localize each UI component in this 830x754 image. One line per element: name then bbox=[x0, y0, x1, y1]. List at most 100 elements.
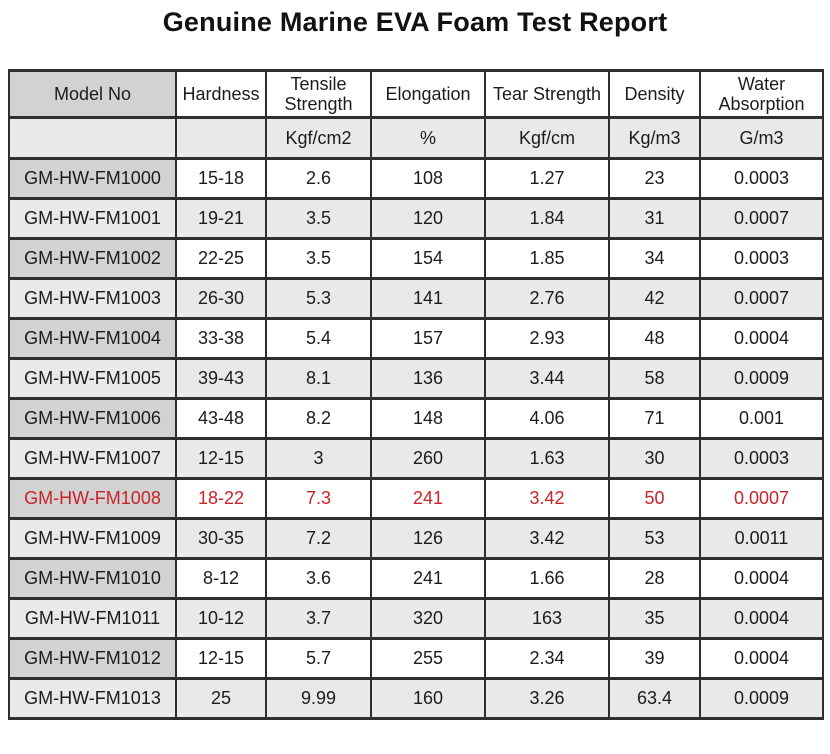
cell-hardness: 26-30 bbox=[175, 277, 267, 320]
cell-tensile-strength: 3 bbox=[265, 437, 372, 480]
cell-hardness: 15-18 bbox=[175, 157, 267, 200]
table-row: GM-HW-FM1009 30-35 7.2 126 3.42 53 0.0011 bbox=[8, 517, 824, 560]
cell-tensile-strength: 2.6 bbox=[265, 157, 372, 200]
cell-model-no: GM-HW-FM1012 bbox=[8, 637, 177, 680]
cell-water-absorption: 0.0003 bbox=[699, 437, 824, 480]
unit-tensile-strength: Kgf/cm2 bbox=[265, 116, 372, 160]
cell-water-absorption: 0.0007 bbox=[699, 477, 824, 520]
cell-tear-strength: 1.84 bbox=[484, 197, 610, 240]
table-row: GM-HW-FM1013 25 9.99 160 3.26 63.4 0.0009 bbox=[8, 677, 824, 720]
cell-tear-strength: 1.27 bbox=[484, 157, 610, 200]
cell-tensile-strength: 5.4 bbox=[265, 317, 372, 360]
cell-density: 35 bbox=[608, 597, 701, 640]
unit-model-no bbox=[8, 116, 177, 160]
cell-water-absorption: 0.0003 bbox=[699, 237, 824, 280]
col-header-density: Density bbox=[608, 69, 701, 119]
cell-density: 34 bbox=[608, 237, 701, 280]
table-row: GM-HW-FM1007 12-15 3 260 1.63 30 0.0003 bbox=[8, 437, 824, 480]
cell-tensile-strength: 7.3 bbox=[265, 477, 372, 520]
cell-density: 50 bbox=[608, 477, 701, 520]
test-report-table: Model No Hardness Tensile Strength Elong… bbox=[8, 69, 824, 720]
cell-elongation: 126 bbox=[370, 517, 486, 560]
cell-elongation: 160 bbox=[370, 677, 486, 720]
cell-hardness: 10-12 bbox=[175, 597, 267, 640]
col-header-model-no: Model No bbox=[8, 69, 177, 119]
col-header-elongation: Elongation bbox=[370, 69, 486, 119]
col-header-water-absorption: Water Absorption bbox=[699, 69, 824, 119]
cell-tear-strength: 1.63 bbox=[484, 437, 610, 480]
cell-hardness: 39-43 bbox=[175, 357, 267, 400]
table-row: GM-HW-FM1000 15-18 2.6 108 1.27 23 0.0003 bbox=[8, 157, 824, 200]
cell-water-absorption: 0.0004 bbox=[699, 317, 824, 360]
header-row: Model No Hardness Tensile Strength Elong… bbox=[8, 69, 824, 119]
cell-density: 39 bbox=[608, 637, 701, 680]
cell-tear-strength: 4.06 bbox=[484, 397, 610, 440]
cell-water-absorption: 0.0004 bbox=[699, 637, 824, 680]
cell-tensile-strength: 5.7 bbox=[265, 637, 372, 680]
cell-water-absorption: 0.0009 bbox=[699, 357, 824, 400]
col-header-hardness: Hardness bbox=[175, 69, 267, 119]
cell-density: 71 bbox=[608, 397, 701, 440]
cell-elongation: 120 bbox=[370, 197, 486, 240]
cell-density: 58 bbox=[608, 357, 701, 400]
cell-elongation: 255 bbox=[370, 637, 486, 680]
cell-tensile-strength: 8.2 bbox=[265, 397, 372, 440]
table-row: GM-HW-FM1001 19-21 3.5 120 1.84 31 0.0007 bbox=[8, 197, 824, 240]
cell-model-no: GM-HW-FM1003 bbox=[8, 277, 177, 320]
cell-water-absorption: 0.0011 bbox=[699, 517, 824, 560]
cell-density: 48 bbox=[608, 317, 701, 360]
cell-tensile-strength: 5.3 bbox=[265, 277, 372, 320]
cell-density: 31 bbox=[608, 197, 701, 240]
cell-hardness: 30-35 bbox=[175, 517, 267, 560]
cell-model-no: GM-HW-FM1011 bbox=[8, 597, 177, 640]
cell-water-absorption: 0.0007 bbox=[699, 197, 824, 240]
cell-model-no: GM-HW-FM1009 bbox=[8, 517, 177, 560]
cell-water-absorption: 0.0003 bbox=[699, 157, 824, 200]
unit-water-absorption: G/m3 bbox=[699, 116, 824, 160]
cell-density: 23 bbox=[608, 157, 701, 200]
cell-elongation: 157 bbox=[370, 317, 486, 360]
table-body: GM-HW-FM1000 15-18 2.6 108 1.27 23 0.0003 GM-HW… bbox=[8, 157, 824, 720]
table-row: GM-HW-FM1010 8-12 3.6 241 1.66 28 0.0004 bbox=[8, 557, 824, 600]
cell-elongation: 108 bbox=[370, 157, 486, 200]
cell-density: 28 bbox=[608, 557, 701, 600]
unit-tear-strength: Kgf/cm bbox=[484, 116, 610, 160]
unit-density: Kg/m3 bbox=[608, 116, 701, 160]
cell-tear-strength: 2.93 bbox=[484, 317, 610, 360]
cell-model-no: GM-HW-FM1010 bbox=[8, 557, 177, 600]
cell-density: 30 bbox=[608, 437, 701, 480]
cell-model-no: GM-HW-FM1000 bbox=[8, 157, 177, 200]
cell-model-no: GM-HW-FM1008 bbox=[8, 477, 177, 520]
cell-tensile-strength: 3.6 bbox=[265, 557, 372, 600]
cell-tear-strength: 1.85 bbox=[484, 237, 610, 280]
cell-tensile-strength: 8.1 bbox=[265, 357, 372, 400]
cell-model-no: GM-HW-FM1002 bbox=[8, 237, 177, 280]
cell-water-absorption: 0.0009 bbox=[699, 677, 824, 720]
cell-hardness: 25 bbox=[175, 677, 267, 720]
cell-tear-strength: 3.44 bbox=[484, 357, 610, 400]
cell-hardness: 12-15 bbox=[175, 637, 267, 680]
page-title: Genuine Marine EVA Foam Test Report bbox=[162, 7, 668, 37]
cell-elongation: 141 bbox=[370, 277, 486, 320]
cell-tear-strength: 163 bbox=[484, 597, 610, 640]
cell-water-absorption: 0.001 bbox=[699, 397, 824, 440]
cell-elongation: 241 bbox=[370, 557, 486, 600]
cell-elongation: 148 bbox=[370, 397, 486, 440]
table-row: GM-HW-FM1003 26-30 5.3 141 2.76 42 0.0007 bbox=[8, 277, 824, 320]
table-row: GM-HW-FM1002 22-25 3.5 154 1.85 34 0.0003 bbox=[8, 237, 824, 280]
cell-tear-strength: 1.66 bbox=[484, 557, 610, 600]
cell-hardness: 18-22 bbox=[175, 477, 267, 520]
table-row: GM-HW-FM1011 10-12 3.7 320 163 35 0.0004 bbox=[8, 597, 824, 640]
cell-model-no: GM-HW-FM1005 bbox=[8, 357, 177, 400]
cell-water-absorption: 0.0004 bbox=[699, 597, 824, 640]
cell-elongation: 136 bbox=[370, 357, 486, 400]
table-row: GM-HW-FM1008 18-22 7.3 241 3.42 50 0.0007 bbox=[8, 477, 824, 520]
cell-tensile-strength: 3.5 bbox=[265, 237, 372, 280]
table-row: GM-HW-FM1005 39-43 8.1 136 3.44 58 0.0009 bbox=[8, 357, 824, 400]
table-row: GM-HW-FM1004 33-38 5.4 157 2.93 48 0.0004 bbox=[8, 317, 824, 360]
cell-hardness: 22-25 bbox=[175, 237, 267, 280]
units-row: Kgf/cm2 % Kgf/cm Kg/m3 G/m3 bbox=[8, 116, 824, 160]
cell-model-no: GM-HW-FM1007 bbox=[8, 437, 177, 480]
cell-hardness: 12-15 bbox=[175, 437, 267, 480]
cell-elongation: 260 bbox=[370, 437, 486, 480]
